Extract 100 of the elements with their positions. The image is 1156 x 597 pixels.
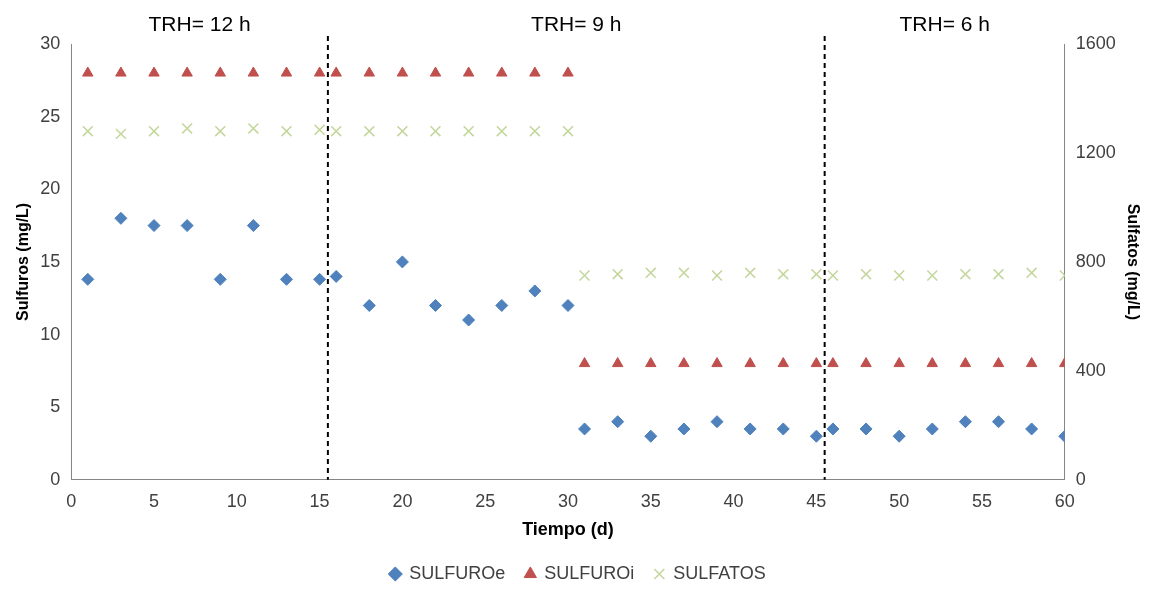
point: [214, 125, 226, 137]
point: [827, 357, 839, 368]
x-tick-label: 40: [723, 490, 744, 511]
point: [860, 268, 872, 280]
point: [279, 272, 293, 286]
point: [330, 125, 342, 137]
point: [462, 313, 476, 327]
point: [280, 125, 293, 137]
y-tick-label: 5: [50, 396, 61, 417]
point: [744, 267, 756, 279]
y2-tick-label: 0: [1075, 468, 1086, 489]
point: [776, 422, 790, 436]
point: [711, 357, 723, 368]
y2-axis-title: Sulfatos (mg/L): [1124, 203, 1142, 321]
point: [147, 219, 161, 233]
point: [529, 66, 541, 77]
point: [578, 269, 591, 282]
point: [562, 66, 574, 77]
point: [247, 122, 260, 135]
point: [958, 415, 972, 429]
y-axis-title: Sulfuros (mg/L): [14, 202, 32, 322]
point: [859, 422, 873, 436]
point: [496, 125, 508, 137]
point: [82, 125, 94, 137]
y-tick-label: 20: [40, 178, 61, 199]
point: [396, 66, 409, 77]
y-tick-label: 10: [40, 323, 61, 344]
x-tick-label: 5: [149, 490, 160, 511]
point: [529, 125, 541, 137]
point: [578, 422, 592, 436]
point: [959, 357, 972, 368]
point: [611, 357, 624, 368]
point: [1025, 422, 1039, 436]
point: [213, 272, 227, 286]
point: [777, 268, 789, 280]
point: [429, 125, 442, 137]
point: [528, 284, 542, 298]
point: [926, 269, 938, 282]
point: [809, 429, 823, 443]
x-tick-label: 55: [971, 490, 992, 511]
x-tick-label: 30: [557, 490, 578, 511]
point: [280, 66, 293, 77]
x-tick-label: 15: [309, 490, 330, 511]
y2-tick-label: 1200: [1075, 141, 1116, 162]
y-tick-label: 0: [50, 468, 61, 489]
y-tick-label: 30: [40, 32, 61, 53]
legend-label: SULFATOS: [673, 562, 766, 583]
point: [214, 66, 226, 77]
point: [678, 267, 690, 279]
point: [893, 269, 905, 282]
x-tick-label: 50: [889, 490, 910, 511]
point: [1025, 357, 1038, 368]
point: [645, 267, 657, 279]
x-tick-label: 0: [66, 490, 77, 511]
point: [396, 125, 409, 137]
point: [115, 66, 127, 77]
point: [827, 269, 839, 282]
point: [926, 357, 938, 368]
point: [1025, 267, 1038, 279]
point: [611, 268, 624, 280]
point: [82, 66, 94, 77]
point: [810, 268, 823, 280]
point: [744, 357, 756, 368]
point: [81, 272, 95, 286]
y-tick-label: 25: [40, 105, 61, 126]
point: [181, 66, 193, 77]
legend-label: SULFUROi: [544, 562, 635, 583]
point: [181, 122, 193, 135]
point: [562, 125, 574, 137]
point: [313, 124, 326, 136]
point: [362, 298, 376, 312]
point: [826, 422, 840, 436]
point: [330, 66, 342, 77]
point: [246, 219, 260, 233]
point: [743, 422, 757, 436]
point: [462, 66, 475, 77]
x-tick-label: 10: [226, 490, 247, 511]
point: [429, 298, 443, 312]
point: [114, 211, 128, 225]
text: TRH= 9 h: [531, 12, 622, 36]
point: [313, 66, 326, 77]
point: [462, 125, 475, 137]
point: [496, 66, 508, 77]
point: [892, 429, 906, 443]
point: [363, 125, 375, 137]
y2-tick-label: 400: [1075, 359, 1106, 380]
point: [678, 357, 690, 368]
point: [148, 66, 160, 77]
x-tick-label: 45: [806, 490, 827, 511]
point: [247, 66, 260, 77]
x-tick-label: 35: [640, 490, 661, 511]
point: [645, 357, 657, 368]
point: [180, 219, 194, 233]
x-tick-label: 60: [1054, 490, 1075, 511]
point: [578, 357, 591, 368]
y-tick-label: 15: [40, 250, 61, 271]
point: [925, 422, 939, 436]
point: [611, 415, 625, 429]
y2-tick-label: 800: [1075, 250, 1106, 271]
point: [429, 66, 442, 77]
